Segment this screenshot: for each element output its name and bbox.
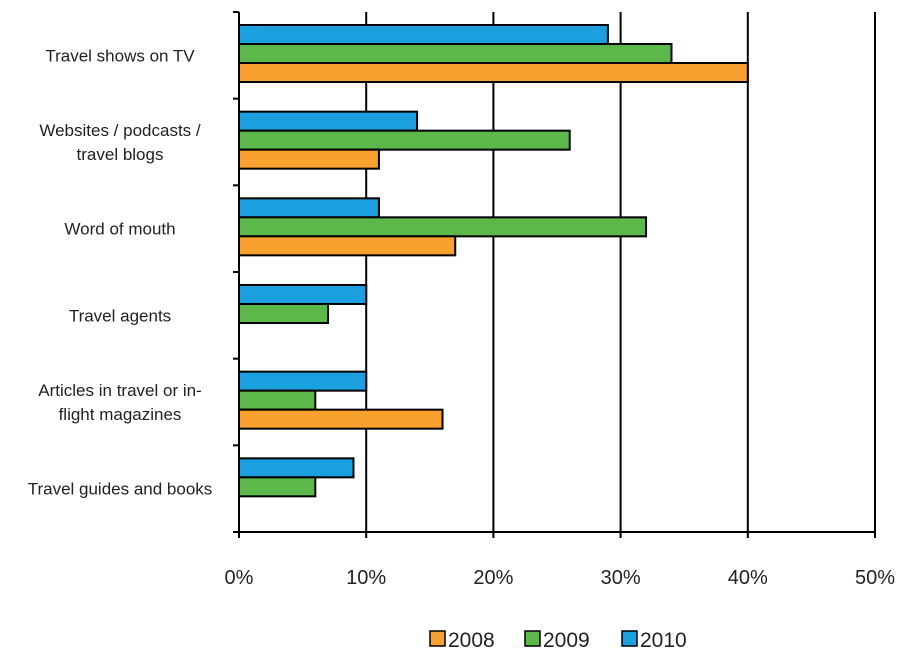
gridlines bbox=[365, 12, 876, 532]
bar-2010 bbox=[238, 284, 368, 305]
bar-2009 bbox=[238, 216, 648, 238]
bar-2010 bbox=[238, 24, 609, 45]
legend-swatch-2010 bbox=[621, 630, 638, 647]
bar-2009 bbox=[238, 389, 317, 411]
bar-2008 bbox=[238, 235, 457, 257]
x-tick-label: 10% bbox=[346, 567, 386, 589]
bars bbox=[238, 24, 749, 498]
category-label: Travel shows on TV bbox=[45, 46, 195, 65]
legend-swatch-2009 bbox=[524, 630, 541, 647]
bar-2010 bbox=[238, 457, 355, 479]
bar-2009 bbox=[238, 476, 317, 498]
x-tick-labels: 0% 10% 20% 30% 40% 50% bbox=[225, 567, 896, 589]
category-label: Travel guides and books bbox=[28, 480, 213, 499]
bar-2009 bbox=[238, 43, 673, 64]
x-tick-label: 30% bbox=[601, 567, 641, 589]
legend-label-2010: 2010 bbox=[640, 629, 687, 652]
x-tick-label: 50% bbox=[855, 567, 895, 589]
bar-2010 bbox=[238, 370, 368, 392]
category-label: Word of mouth bbox=[64, 220, 175, 239]
category-label: Websites / podcasts / travel blogs bbox=[39, 121, 201, 164]
bar-2009 bbox=[238, 303, 330, 324]
bar-2010 bbox=[238, 110, 419, 132]
category-labels: Travel shows on TV Websites / podcasts / t… bbox=[28, 46, 213, 498]
axes bbox=[233, 11, 876, 538]
x-tick-label: 0% bbox=[225, 567, 254, 589]
legend-label-2009: 2009 bbox=[543, 629, 590, 652]
bar-2008 bbox=[238, 148, 380, 170]
x-tick-label: 20% bbox=[473, 567, 513, 589]
bar-2008 bbox=[238, 62, 749, 83]
x-tick-label: 40% bbox=[728, 567, 768, 589]
legend-label-2008: 2008 bbox=[448, 629, 495, 652]
bar-2010 bbox=[238, 197, 380, 219]
bar-2009 bbox=[238, 129, 571, 151]
bar-2008 bbox=[238, 408, 444, 430]
legend: 2008 2009 2010 bbox=[429, 629, 687, 652]
category-label: Articles in travel or in-flight magazine… bbox=[38, 381, 201, 424]
legend-swatch-2008 bbox=[429, 630, 446, 647]
category-label: Travel agents bbox=[69, 306, 171, 325]
